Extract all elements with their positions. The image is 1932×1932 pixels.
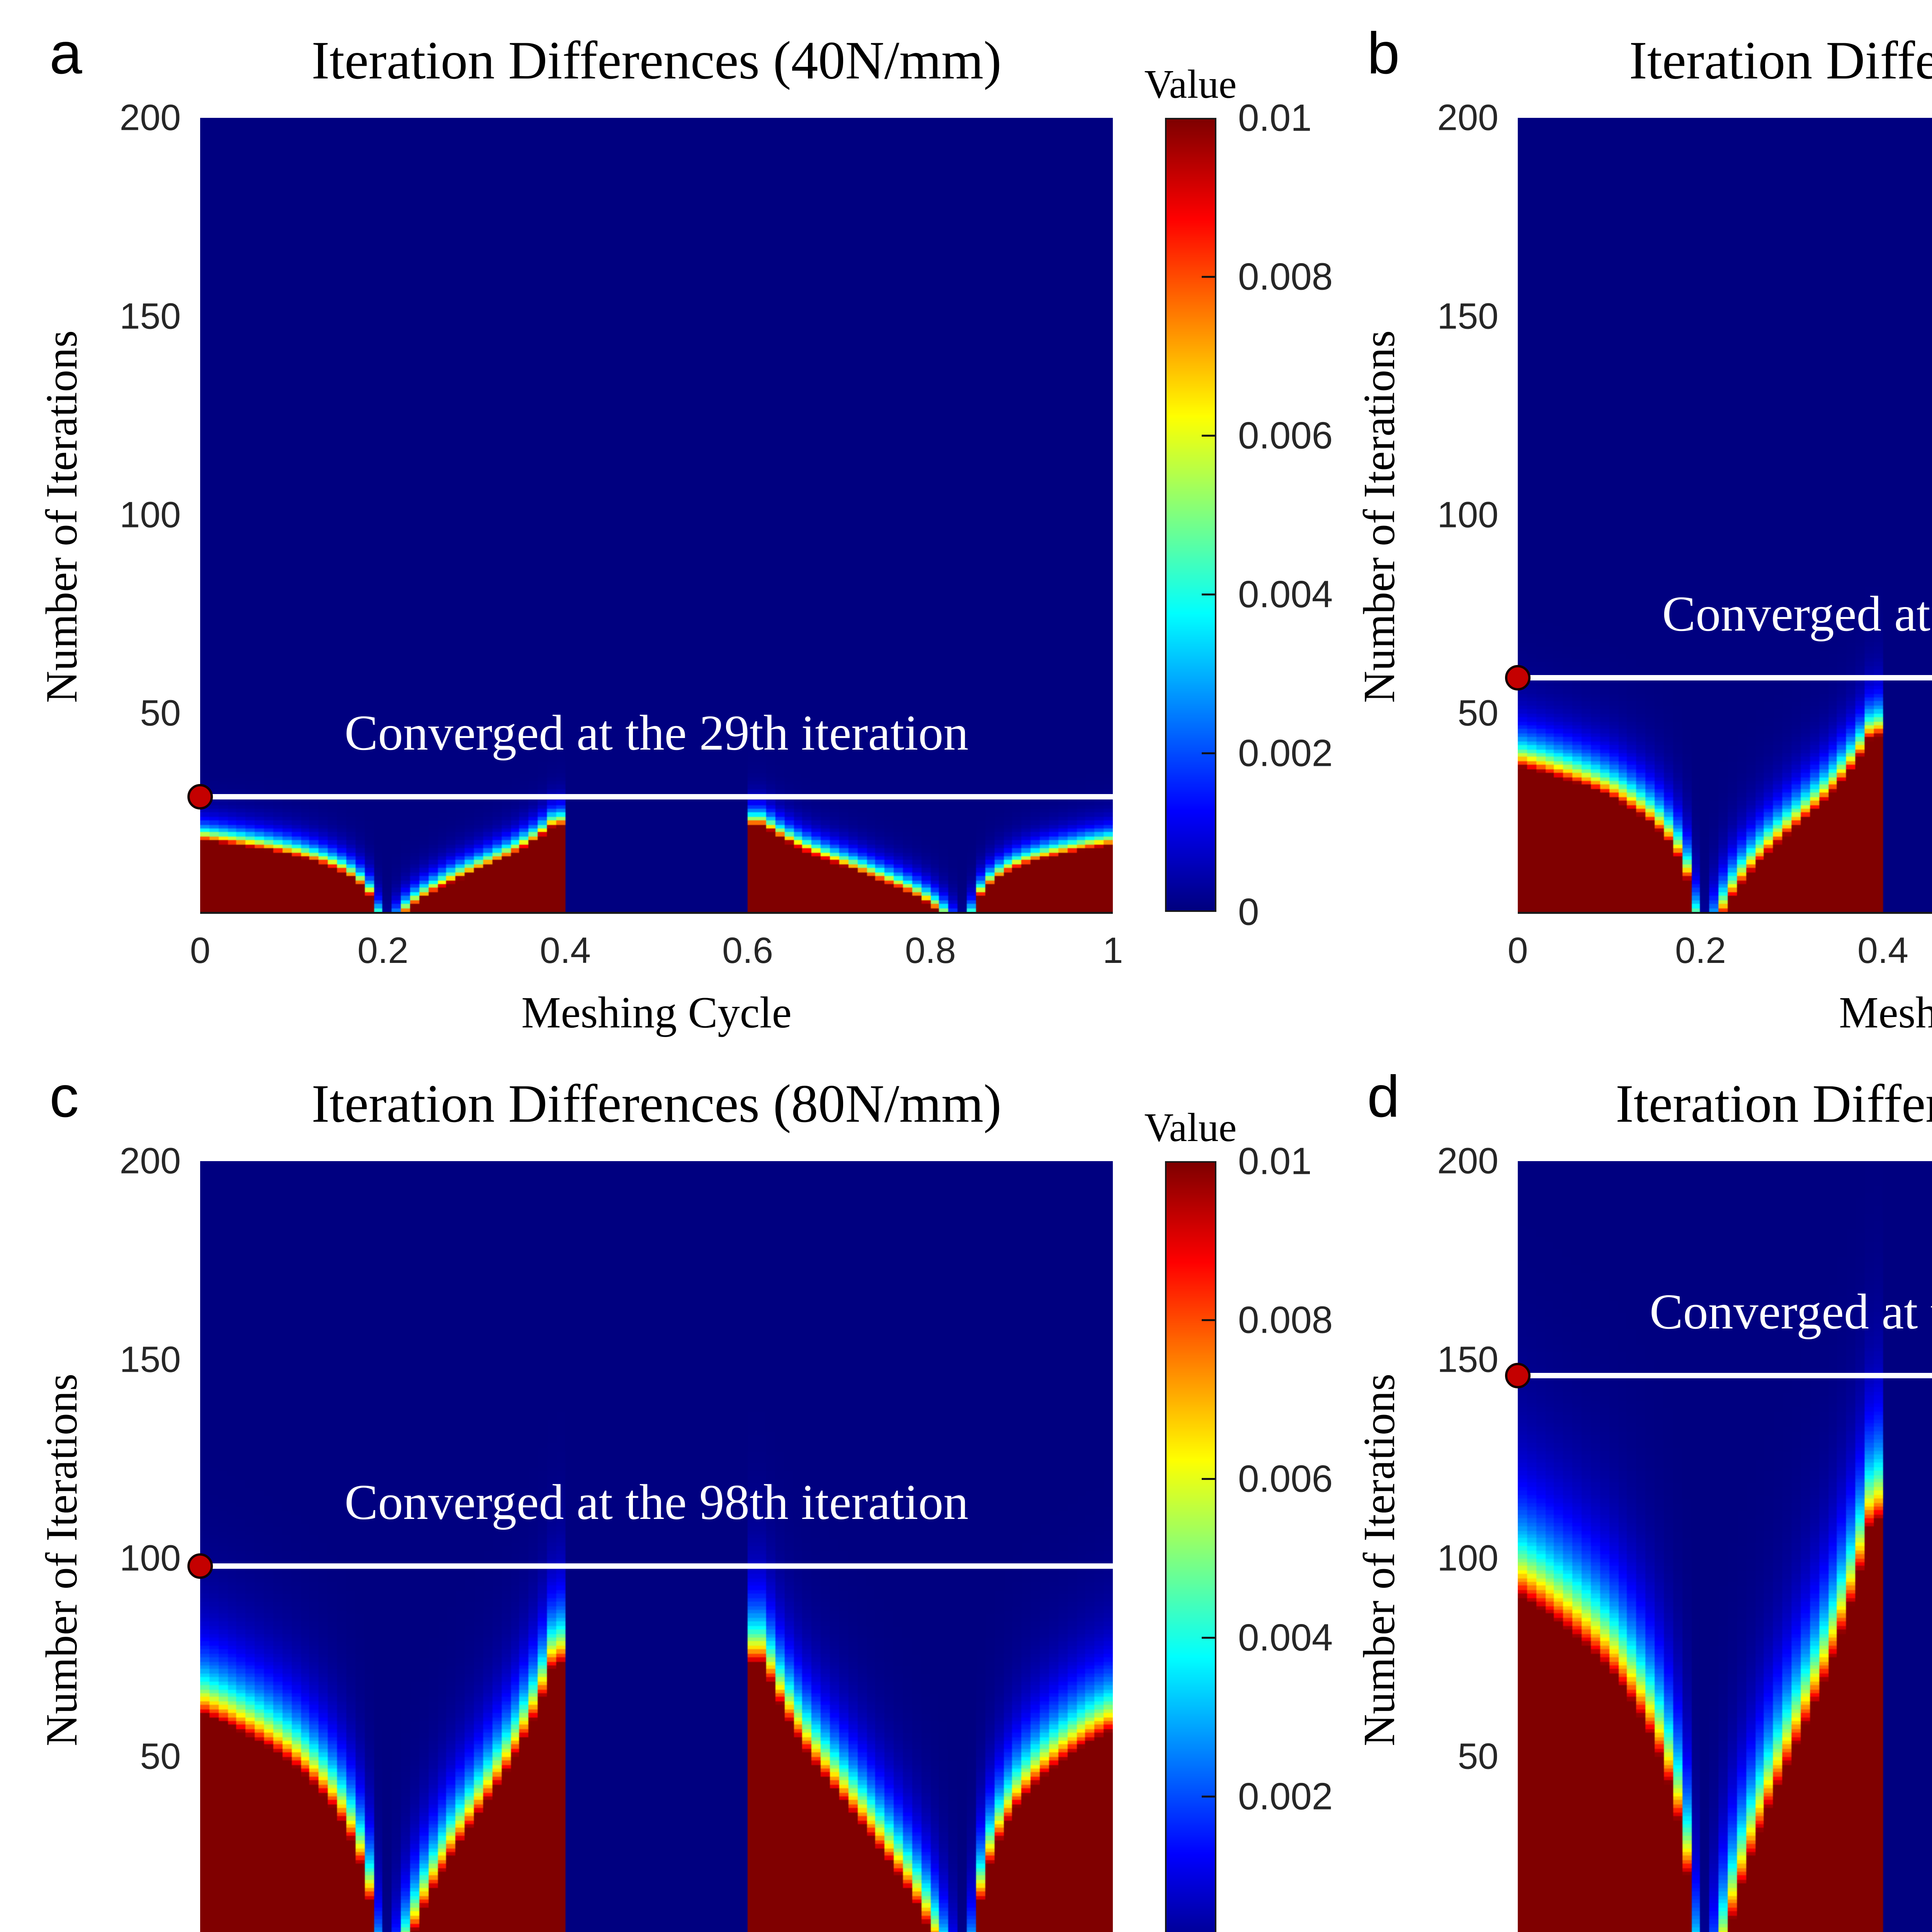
x-tick-label: 0.4 [1857,930,1909,971]
colorbar-tick [1202,594,1215,595]
heatmap-plot: Converged at the 146th iteration [1505,1161,1932,1932]
colorbar-tick-label: 0.01 [1238,1139,1312,1182]
colorbar-tick [1202,1478,1215,1480]
panel-letter: d [1367,1064,1400,1129]
x-axis-line [200,912,1113,914]
convergence-line [200,1563,1113,1569]
panel-a: a Iteration Differences (40N/mm) Number … [0,0,1393,1043]
y-tick-label: 200 [1437,1140,1498,1182]
y-tick-label: 100 [119,494,181,536]
x-tick-label: 0.4 [539,930,591,971]
colorbar-gradient [1167,1163,1215,1932]
y-tick-label: 50 [1458,692,1498,734]
y-tick-label: 150 [1437,296,1498,337]
colorbar-tick-label: 0.008 [1238,255,1333,298]
convergence-line [200,794,1113,800]
colorbar-tick-label: 0.004 [1238,1616,1333,1659]
y-tick-label: 50 [1458,1736,1498,1777]
x-tick-label: 0.8 [905,930,956,971]
colorbar [1165,118,1216,912]
x-tick-label: 0.2 [357,930,409,971]
panel-c: c Iteration Differences (80N/mm) Number … [0,1043,1393,1932]
heatmap-canvas [200,118,1113,912]
panel-d: d Iteration Differences (100N/mm) Number… [1318,1043,1932,1932]
y-tick-label: 150 [119,1339,181,1380]
x-axis-label: Meshing Cycle [521,988,792,1037]
y-tick-label: 50 [140,1736,181,1777]
y-tick-label: 100 [1437,1537,1498,1579]
y-tick-label: 200 [119,1140,181,1182]
panel-letter: c [49,1064,79,1129]
x-tick-label: 0.6 [722,930,774,971]
x-tick-label: 0 [1507,930,1528,971]
convergence-annotation: Converged at the 146th iteration [1650,1284,1932,1340]
colorbar-title: Value [1144,61,1237,107]
panel-title: Iteration Differences (40N/mm) [311,31,1002,90]
colorbar-tick-label: 0.002 [1238,1775,1333,1818]
panel-title: Iteration Differences (100N/mm) [1616,1074,1932,1134]
y-tick-label: 100 [1437,494,1498,536]
panel-letter: b [1367,20,1400,86]
y-tick-label: 150 [119,296,181,337]
colorbar [1165,1161,1216,1932]
convergence-annotation: Converged at the 59th iteration [1662,586,1932,642]
heatmap-plot: Converged at the 29th iteration [187,118,1113,912]
convergence-annotation: Converged at the 98th iteration [344,1475,969,1531]
heatmap-canvas [200,1161,1113,1932]
colorbar-tick [1202,1796,1215,1798]
heatmap-plot: Converged at the 98th iteration [187,1161,1113,1932]
colorbar-gradient [1167,119,1215,910]
y-tick-label: 150 [1437,1339,1498,1380]
colorbar-tick [1202,752,1215,754]
convergence-dot [1505,1362,1531,1388]
x-tick-label: 1 [1102,930,1123,971]
convergence-annotation: Converged at the 29th iteration [344,705,969,761]
y-tick-label: 100 [119,1537,181,1579]
colorbar-title: Value [1144,1105,1237,1150]
colorbar-tick-label: 0.01 [1238,96,1312,139]
x-axis-line [1518,912,1932,914]
panel-title: Iteration Differences (60N/mm) [1629,31,1932,90]
convergence-line [1518,1372,1932,1378]
y-tick-label: 50 [140,692,181,734]
y-tick-label: 200 [119,97,181,138]
colorbar-tick [1202,1319,1215,1321]
convergence-dot [187,1553,213,1579]
colorbar-tick [1202,435,1215,437]
y-tick-label: 200 [1437,97,1498,138]
panel-title: Iteration Differences (80N/mm) [311,1074,1002,1134]
x-tick-label: 0 [190,930,211,971]
colorbar-tick-label: 0.008 [1238,1298,1333,1341]
convergence-line [1518,675,1932,680]
heatmap-canvas [1518,118,1932,912]
colorbar-tick-label: 0.004 [1238,573,1333,616]
convergence-dot [187,784,213,810]
colorbar-tick-label: 0.002 [1238,731,1333,774]
colorbar-tick [1202,1637,1215,1639]
panel-letter: a [49,20,82,86]
panel-b: b Iteration Differences (60N/mm) Number … [1318,0,1932,1043]
colorbar-tick-label: 0.006 [1238,1457,1333,1500]
colorbar-tick-label: 0.006 [1238,414,1333,457]
x-axis-label: Meshing Cycle [1839,988,1932,1037]
heatmap-canvas [1518,1161,1932,1932]
heatmap-plot: Converged at the 59th iteration [1505,118,1932,912]
convergence-dot [1505,665,1531,690]
colorbar-tick-label: 0 [1238,890,1259,933]
colorbar-tick [1202,276,1215,278]
x-tick-label: 0.2 [1675,930,1726,971]
